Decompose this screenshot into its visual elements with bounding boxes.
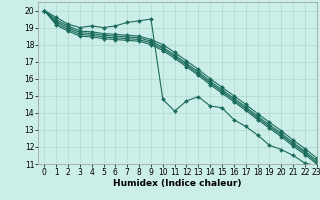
- X-axis label: Humidex (Indice chaleur): Humidex (Indice chaleur): [113, 179, 242, 188]
